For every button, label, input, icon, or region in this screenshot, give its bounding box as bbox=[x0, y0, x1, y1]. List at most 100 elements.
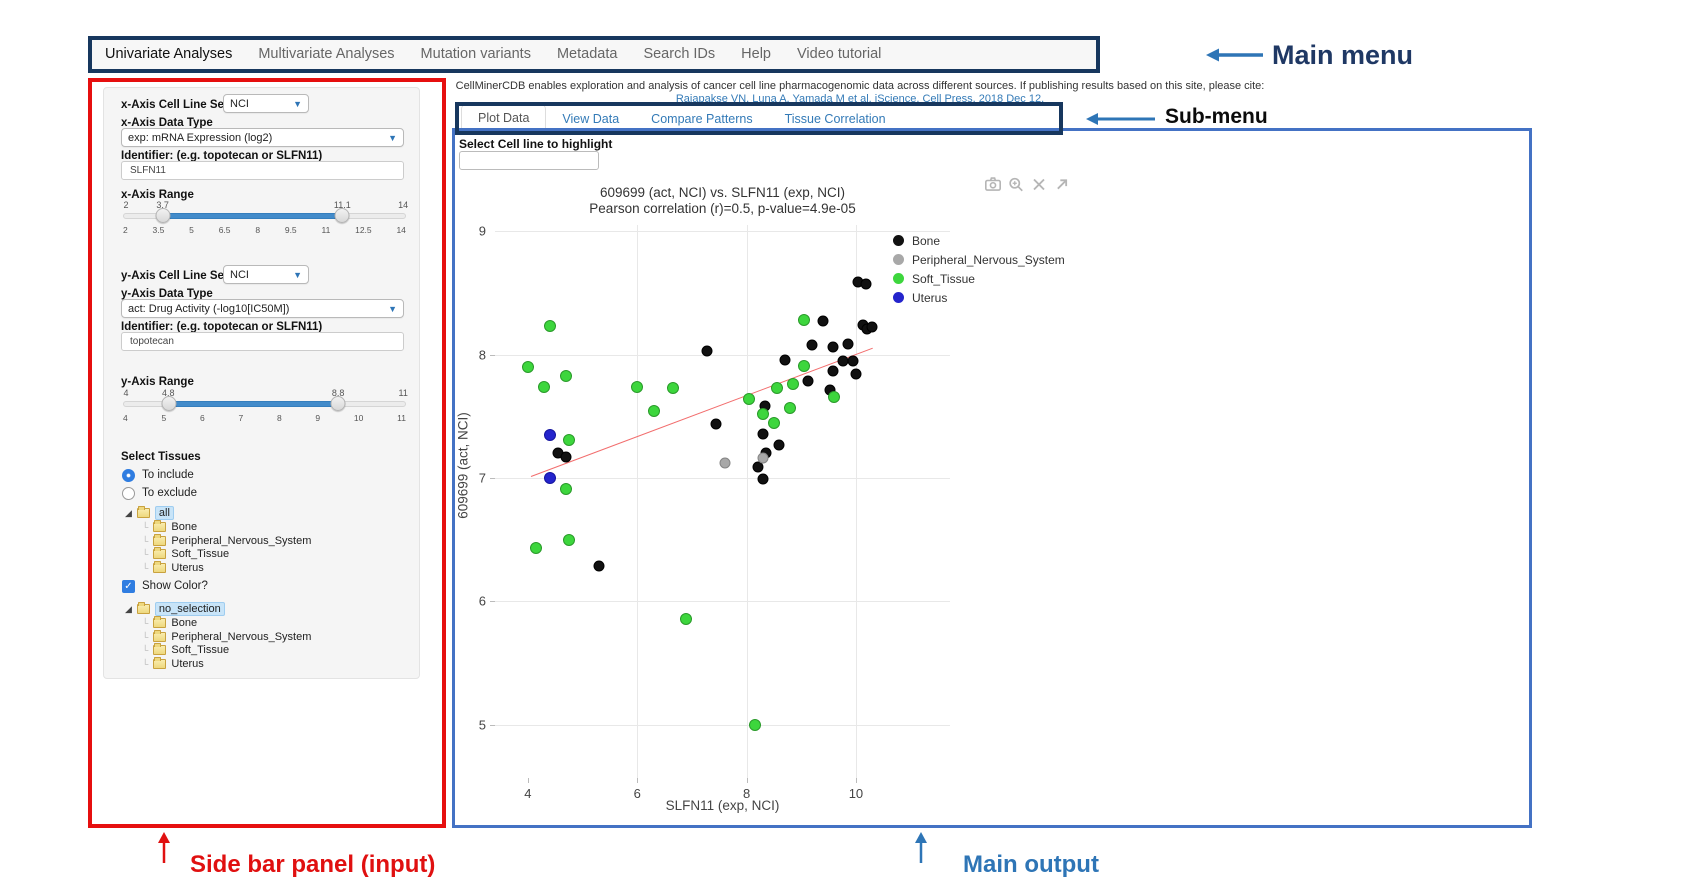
data-point-bone[interactable] bbox=[773, 439, 785, 451]
select-tissues-label: Select Tissues bbox=[121, 451, 201, 463]
data-point-soft_tissue[interactable] bbox=[647, 405, 660, 418]
data-point-uterus[interactable] bbox=[543, 428, 556, 441]
data-point-soft_tissue[interactable] bbox=[787, 378, 800, 391]
data-point-bone[interactable] bbox=[757, 428, 769, 440]
x-data-type-select[interactable]: exp: mRNA Expression (log2) ▼ bbox=[121, 128, 404, 147]
data-point-soft_tissue[interactable] bbox=[770, 381, 783, 394]
x-range-handle-high[interactable] bbox=[334, 208, 350, 223]
data-point-soft_tissue[interactable] bbox=[666, 381, 679, 394]
color-node-bone[interactable]: └ Bone bbox=[142, 616, 197, 629]
x-range-slider[interactable]: 2 3.7 11.1 14 2 3.5 5 6.5 8 9.5 11 12.5 14 bbox=[123, 200, 408, 235]
data-point-peripheral_nervous_system[interactable] bbox=[719, 457, 731, 469]
data-point-soft_tissue[interactable] bbox=[562, 533, 575, 546]
show-color-checkbox[interactable]: ✓ bbox=[122, 580, 135, 593]
data-point-soft_tissue[interactable] bbox=[560, 369, 573, 382]
data-point-soft_tissue[interactable] bbox=[631, 380, 644, 393]
color-tree-root-no-selection[interactable]: ◢ no_selection bbox=[125, 602, 225, 616]
data-point-soft_tissue[interactable] bbox=[521, 360, 534, 373]
data-point-soft_tissue[interactable] bbox=[680, 612, 693, 625]
menu-item-video-tutorial[interactable]: Video tutorial bbox=[797, 46, 882, 62]
tree-collapse-icon[interactable]: ◢ bbox=[125, 603, 132, 614]
data-point-soft_tissue[interactable] bbox=[743, 393, 756, 406]
autoscale-icon[interactable] bbox=[1054, 177, 1070, 192]
data-point-bone[interactable] bbox=[701, 345, 713, 357]
legend-item-uterus[interactable]: Uterus bbox=[893, 288, 1065, 307]
tab-compare-patterns[interactable]: Compare Patterns bbox=[651, 112, 753, 126]
y-range-slider[interactable]: 4 4.8 8.8 11 4 5 6 7 8 9 10 11 bbox=[123, 388, 408, 423]
data-point-bone[interactable] bbox=[827, 341, 839, 353]
data-point-bone[interactable] bbox=[779, 354, 791, 366]
tab-tissue-correlation[interactable]: Tissue Correlation bbox=[784, 112, 886, 126]
data-point-bone[interactable] bbox=[710, 418, 722, 430]
tab-view-data[interactable]: View Data bbox=[562, 112, 620, 126]
menu-item-univariate-analyses[interactable]: Univariate Analyses bbox=[105, 46, 233, 62]
tissue-node-soft_tissue[interactable]: └ Soft_Tissue bbox=[142, 547, 229, 560]
data-point-bone[interactable] bbox=[866, 321, 878, 333]
menu-item-mutation-variants[interactable]: Mutation variants bbox=[420, 46, 531, 62]
x-tick-label: 4 bbox=[524, 786, 532, 801]
legend-item-soft_tissue[interactable]: Soft_Tissue bbox=[893, 269, 1065, 288]
data-point-soft_tissue[interactable] bbox=[560, 483, 573, 496]
data-point-bone[interactable] bbox=[842, 338, 854, 349]
data-point-bone[interactable] bbox=[827, 365, 839, 377]
color-node-uterus[interactable]: └ Uterus bbox=[142, 656, 204, 670]
legend-item-bone[interactable]: Bone bbox=[893, 231, 1065, 250]
data-point-soft_tissue[interactable] bbox=[748, 718, 761, 731]
data-point-bone[interactable] bbox=[752, 461, 763, 473]
legend-item-peripheral_nervous_system[interactable]: Peripheral_Nervous_System bbox=[893, 250, 1065, 269]
data-point-soft_tissue[interactable] bbox=[562, 433, 575, 446]
y-range-handle-low[interactable] bbox=[161, 396, 177, 411]
data-point-soft_tissue[interactable] bbox=[538, 380, 551, 393]
tissue-node-peripheral_nervous_system[interactable]: └ Peripheral_Nervous_System bbox=[142, 533, 311, 547]
y-identifier-input[interactable]: topotecan bbox=[121, 332, 404, 351]
data-point-soft_tissue[interactable] bbox=[543, 320, 556, 333]
tab-plot-data[interactable]: Plot Data bbox=[461, 104, 547, 132]
highlight-cell-line-input[interactable] bbox=[459, 151, 599, 170]
menu-item-help[interactable]: Help bbox=[741, 46, 771, 62]
data-point-bone[interactable] bbox=[860, 278, 872, 290]
tissue-tree-root-all[interactable]: ◢ all bbox=[125, 506, 174, 520]
legend-marker-icon bbox=[893, 235, 904, 246]
y-cell-line-set-select[interactable]: NCI ▼ bbox=[223, 265, 309, 284]
folder-icon bbox=[153, 533, 167, 546]
camera-icon[interactable] bbox=[985, 177, 1001, 192]
legend-item-label: Soft_Tissue bbox=[912, 271, 975, 286]
data-point-soft_tissue[interactable] bbox=[530, 542, 543, 555]
data-point-soft_tissue[interactable] bbox=[784, 401, 797, 414]
color-node-soft_tissue[interactable]: └ Soft_Tissue bbox=[142, 643, 229, 656]
tissue-node-bone[interactable]: └ Bone bbox=[142, 520, 197, 533]
y-data-type-select[interactable]: act: Drug Activity (-log10[IC50M]) ▼ bbox=[121, 299, 404, 318]
data-point-soft_tissue[interactable] bbox=[756, 407, 769, 420]
pan-icon[interactable] bbox=[1031, 177, 1047, 192]
data-point-peripheral_nervous_system[interactable] bbox=[757, 452, 769, 464]
to-exclude-radio[interactable] bbox=[122, 487, 135, 500]
data-point-bone[interactable] bbox=[817, 315, 829, 327]
zoom-in-icon[interactable] bbox=[1008, 177, 1024, 192]
data-point-soft_tissue[interactable] bbox=[797, 314, 810, 327]
menu-item-metadata[interactable]: Metadata bbox=[556, 46, 618, 62]
data-point-uterus[interactable] bbox=[543, 472, 556, 485]
x-identifier-input[interactable]: SLFN11 bbox=[121, 161, 404, 180]
scatter-plot-area[interactable]: 4 6 8 10 9 8 7 6 5 bbox=[479, 224, 950, 801]
x-range-handle-low[interactable] bbox=[155, 208, 171, 223]
menu-item-search-ids[interactable]: Search IDs bbox=[643, 46, 716, 62]
data-point-soft_tissue[interactable] bbox=[828, 390, 841, 403]
data-point-bone[interactable] bbox=[757, 473, 769, 485]
data-point-bone[interactable] bbox=[802, 375, 814, 387]
show-color-label: Show Color? bbox=[142, 580, 208, 592]
data-point-bone[interactable] bbox=[593, 560, 605, 572]
data-point-bone[interactable] bbox=[806, 339, 818, 351]
y-range-handle-high[interactable] bbox=[330, 396, 346, 411]
citation-link[interactable]: Rajapakse VN, Luna A, Yamada M et al. iS… bbox=[675, 93, 1045, 105]
to-include-radio[interactable] bbox=[122, 469, 135, 482]
tissue-node-uterus[interactable]: └ Uterus bbox=[142, 560, 204, 574]
data-point-bone[interactable] bbox=[560, 451, 572, 463]
data-point-bone[interactable] bbox=[850, 368, 862, 380]
data-point-soft_tissue[interactable] bbox=[767, 416, 780, 429]
color-node-peripheral_nervous_system[interactable]: └ Peripheral_Nervous_System bbox=[142, 629, 311, 643]
menu-item-multivariate-analyses[interactable]: Multivariate Analyses bbox=[258, 46, 395, 62]
data-point-soft_tissue[interactable] bbox=[797, 359, 810, 372]
tree-collapse-icon[interactable]: ◢ bbox=[125, 507, 132, 518]
x-cell-line-set-select[interactable]: NCI ▼ bbox=[223, 94, 309, 113]
data-point-bone[interactable] bbox=[847, 355, 859, 367]
